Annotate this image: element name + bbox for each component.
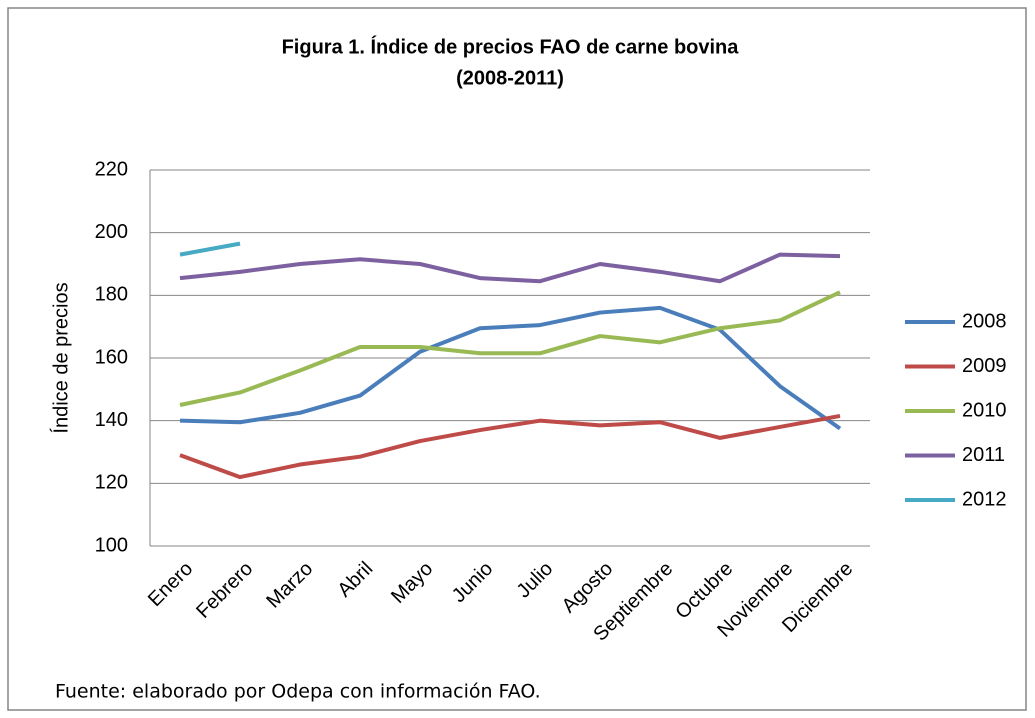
y-tick-label: 200 bbox=[95, 221, 128, 243]
legend-label: 2009 bbox=[962, 355, 1007, 377]
y-tick-label: 160 bbox=[95, 346, 128, 368]
y-tick-label: 120 bbox=[95, 472, 128, 494]
chart-title: Figura 1. Índice de precios FAO de carne… bbox=[282, 35, 740, 58]
y-axis-label: Índice de precios bbox=[49, 282, 72, 433]
source-note: Fuente: elaborado por Odepa con informac… bbox=[55, 681, 541, 703]
legend-label: 2010 bbox=[962, 399, 1007, 421]
chart-border bbox=[7, 7, 1027, 711]
y-tick-label: 180 bbox=[95, 284, 128, 306]
series-line bbox=[179, 413, 841, 480]
legend-label: 2012 bbox=[962, 488, 1007, 510]
y-tick-label: 140 bbox=[95, 409, 128, 431]
y-tick-label: 220 bbox=[95, 158, 128, 180]
series-line bbox=[179, 241, 241, 257]
y-tick-label: 100 bbox=[95, 534, 128, 556]
legend-label: 2011 bbox=[962, 444, 1005, 466]
legend-label: 2008 bbox=[962, 310, 1007, 332]
series-line bbox=[179, 252, 841, 284]
chart-subtitle: (2008-2011) bbox=[456, 67, 564, 89]
series-line bbox=[179, 305, 842, 431]
series-line bbox=[179, 290, 841, 407]
